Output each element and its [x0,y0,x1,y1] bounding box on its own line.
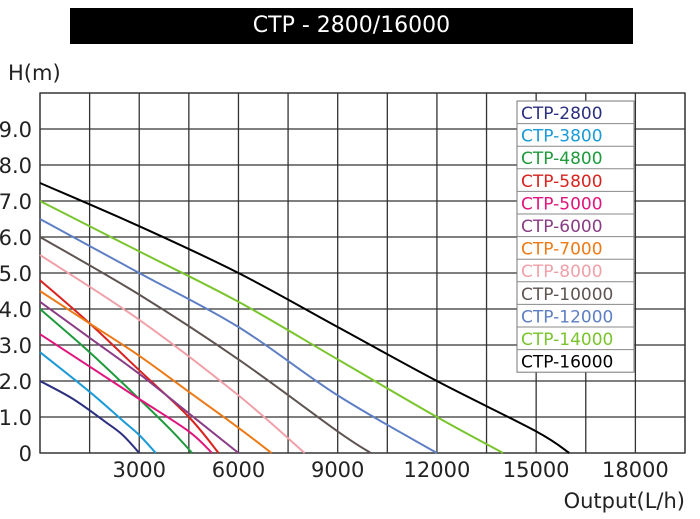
y-tick-label: 5.0 [0,262,32,286]
legend-entry: CTP-2800 [521,104,603,124]
plot-border [39,92,686,454]
legend-entry: CTP-3800 [521,127,603,147]
legend-entry: CTP-12000 [521,307,613,327]
series-line-ctp-5000 [39,333,213,454]
x-tick-label: 6000 [212,458,265,482]
legend-entry: CTP-16000 [521,353,613,373]
y-tick-label: 2.0 [0,370,32,394]
y-tick-label: 8.0 [0,154,32,178]
legend-entry: CTP-7000 [521,240,603,260]
x-tick-label: 9000 [311,458,364,482]
series-line-ctp-10000 [39,236,372,454]
x-axis-label: Output(L/h) [564,489,685,513]
series-lines [39,182,570,454]
legend-entry: CTP-5800 [521,172,603,192]
y-tick-label: 0 [19,442,32,466]
y-tick-label: 9.0 [0,118,32,142]
series-line-ctp-14000 [39,200,504,454]
x-tick-label: 15000 [503,458,570,482]
series-line-ctp-6000 [39,300,240,454]
chart-title: CTP - 2800/16000 [70,8,633,44]
series-line-ctp-7000 [39,290,273,454]
y-tick-label: 6.0 [0,226,32,250]
x-tick-label: 3000 [113,458,166,482]
x-tick-label: 18000 [602,458,669,482]
series-line-ctp-12000 [39,218,438,454]
series-line-ctp-16000 [39,182,570,454]
series-line-ctp-8000 [39,254,306,454]
series-line-ctp-3800 [39,351,157,454]
legend-entry: CTP-14000 [521,330,613,350]
legend-entry: CTP-6000 [521,217,603,237]
legend-entry: CTP-4800 [521,149,603,169]
y-tick-label: 3.0 [0,334,32,358]
y-tick-label: 4.0 [0,298,32,322]
legend-entry: CTP-8000 [521,262,603,282]
x-tick-label: 12000 [404,458,471,482]
y-tick-label: 7.0 [0,190,32,214]
y-axis-label: H(m) [8,61,61,85]
legend-entry: CTP-5000 [521,194,603,214]
series-line-ctp-2800 [39,380,140,454]
y-tick-label: 1.0 [0,406,32,430]
legend-entry: CTP-10000 [521,285,613,305]
series-line-ctp-5800 [39,279,220,454]
